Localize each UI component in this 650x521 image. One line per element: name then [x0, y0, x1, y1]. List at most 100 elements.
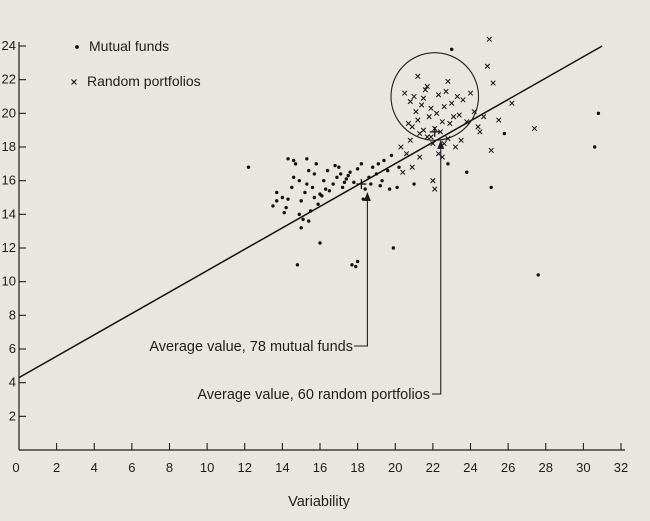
portfolio-point: [402, 90, 408, 96]
x-tick-label: 24: [463, 460, 477, 475]
fund-point: [397, 165, 401, 169]
fund-point: [337, 165, 341, 169]
fund-point: [380, 178, 384, 183]
portfolio-point: [420, 95, 427, 101]
fund-point: [323, 187, 328, 191]
legend-dot-marker: [75, 45, 79, 49]
x-tick-label: 28: [539, 460, 553, 475]
fund-point: [303, 190, 307, 195]
y-tick-label: 10: [2, 274, 16, 289]
portfolio-point: [428, 134, 434, 140]
fund-point: [355, 259, 360, 264]
portfolio-point: [422, 87, 429, 93]
y-tick-label: 8: [9, 307, 16, 322]
portfolio-point: [403, 151, 410, 157]
portfolio-point: [481, 114, 487, 120]
fund-point: [325, 168, 330, 173]
fund-point: [338, 172, 343, 176]
fund-point: [297, 212, 302, 217]
fund-point: [299, 199, 303, 203]
fund-point: [307, 219, 311, 223]
x-axis-title: Variability: [288, 494, 351, 510]
legend-label-mutual-funds: Mutual funds: [89, 38, 169, 54]
portfolio-point: [490, 80, 496, 86]
portfolio-point: [432, 186, 438, 192]
fund-point: [395, 185, 399, 190]
fund-point: [271, 204, 275, 208]
portfolio-point: [454, 93, 460, 100]
portfolio-point: [486, 36, 492, 42]
fund-point: [301, 217, 305, 222]
portfolio-point: [411, 93, 417, 100]
portfolio-point: [467, 90, 474, 96]
portfolio-point: [509, 100, 515, 106]
fund-point: [367, 175, 371, 179]
fund-point: [312, 195, 317, 200]
fund-point: [318, 241, 322, 245]
legend-label-random-portfolios: Random portfolios: [87, 73, 201, 89]
fund-point: [449, 47, 454, 52]
fund-point: [387, 187, 392, 191]
fund-point: [327, 189, 332, 193]
portfolio-point: [407, 137, 413, 143]
x-tick-label: 30: [576, 460, 590, 475]
fund-point: [354, 264, 358, 269]
fund-point: [536, 273, 540, 277]
portfolio-point: [437, 129, 444, 135]
fund-point: [305, 157, 309, 161]
portfolio-point: [449, 100, 455, 106]
x-tick-label: 32: [614, 460, 628, 475]
fund-point: [502, 131, 507, 136]
fund-point: [592, 145, 597, 149]
portfolio-point: [445, 78, 451, 85]
legend-cross-marker: [71, 79, 77, 85]
y-tick-label: 2: [9, 408, 16, 423]
fund-point: [378, 184, 382, 188]
fund-point: [348, 170, 352, 174]
fund-point: [297, 178, 302, 183]
fund-point: [331, 182, 335, 186]
fund-point: [286, 197, 290, 201]
mutual-funds-points: [246, 47, 601, 277]
fund-point: [314, 162, 318, 166]
fund-point: [376, 162, 381, 166]
fund-point: [280, 195, 285, 200]
fund-point: [355, 167, 360, 171]
portfolio-point: [458, 137, 464, 143]
portfolio-point: [420, 127, 427, 133]
portfolio-point: [405, 120, 412, 127]
portfolio-point: [424, 83, 430, 90]
annotation-random-portfolios-label: Average value, 60 random portfolios: [197, 387, 430, 403]
x-tick-label: 22: [426, 460, 440, 475]
x-tick-label: 0: [12, 460, 19, 475]
portfolio-point: [441, 103, 447, 110]
fund-point: [275, 190, 279, 195]
fund-point: [290, 185, 294, 190]
x-tick-label: 4: [91, 460, 98, 475]
fund-point: [489, 185, 493, 190]
fund-point: [286, 157, 290, 161]
y-tick-label: 16: [2, 173, 16, 188]
fund-point: [363, 187, 367, 191]
fund-point: [316, 202, 320, 206]
portfolio-point: [415, 73, 421, 79]
portfolio-point: [471, 108, 477, 115]
portfolio-point: [407, 98, 413, 105]
fund-point: [382, 158, 386, 163]
fund-point: [465, 170, 469, 174]
axes: [18, 42, 625, 451]
fund-point: [308, 209, 313, 213]
fund-point: [374, 172, 379, 176]
portfolio-point: [398, 144, 404, 150]
x-tick-label: 26: [501, 460, 515, 475]
fund-point: [284, 205, 288, 210]
annotation-random-portfolios-arrowhead: [437, 139, 445, 149]
fund-point: [369, 182, 373, 186]
fund-point: [333, 163, 337, 168]
fund-point: [305, 182, 309, 186]
annotation-mutual-funds: Average value, 78 mutual funds: [149, 192, 371, 355]
fund-point: [310, 185, 315, 190]
y-tick-label: 22: [2, 72, 16, 87]
